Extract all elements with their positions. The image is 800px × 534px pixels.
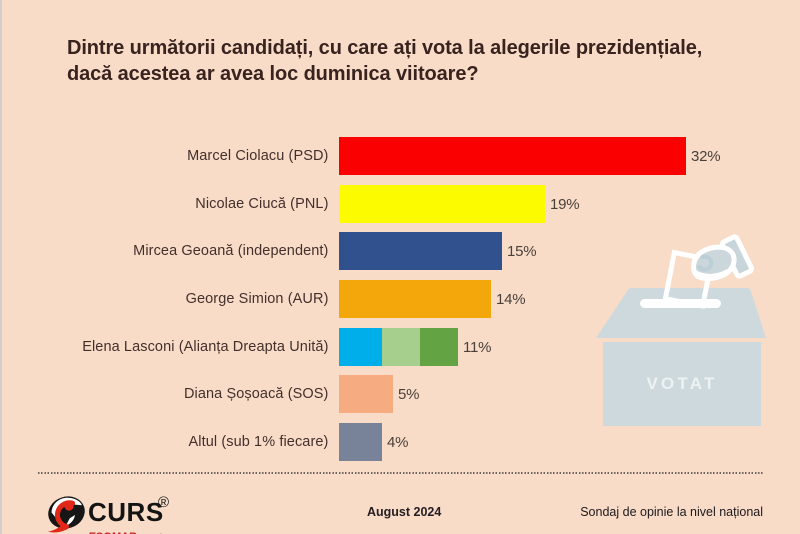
svg-text:VOTAT: VOTAT <box>646 374 717 393</box>
svg-text:ESOMAR: ESOMAR <box>88 531 136 534</box>
svg-text:®: ® <box>158 494 169 511</box>
svg-text:member: member <box>140 532 173 534</box>
svg-text:CURS: CURS <box>88 497 164 527</box>
